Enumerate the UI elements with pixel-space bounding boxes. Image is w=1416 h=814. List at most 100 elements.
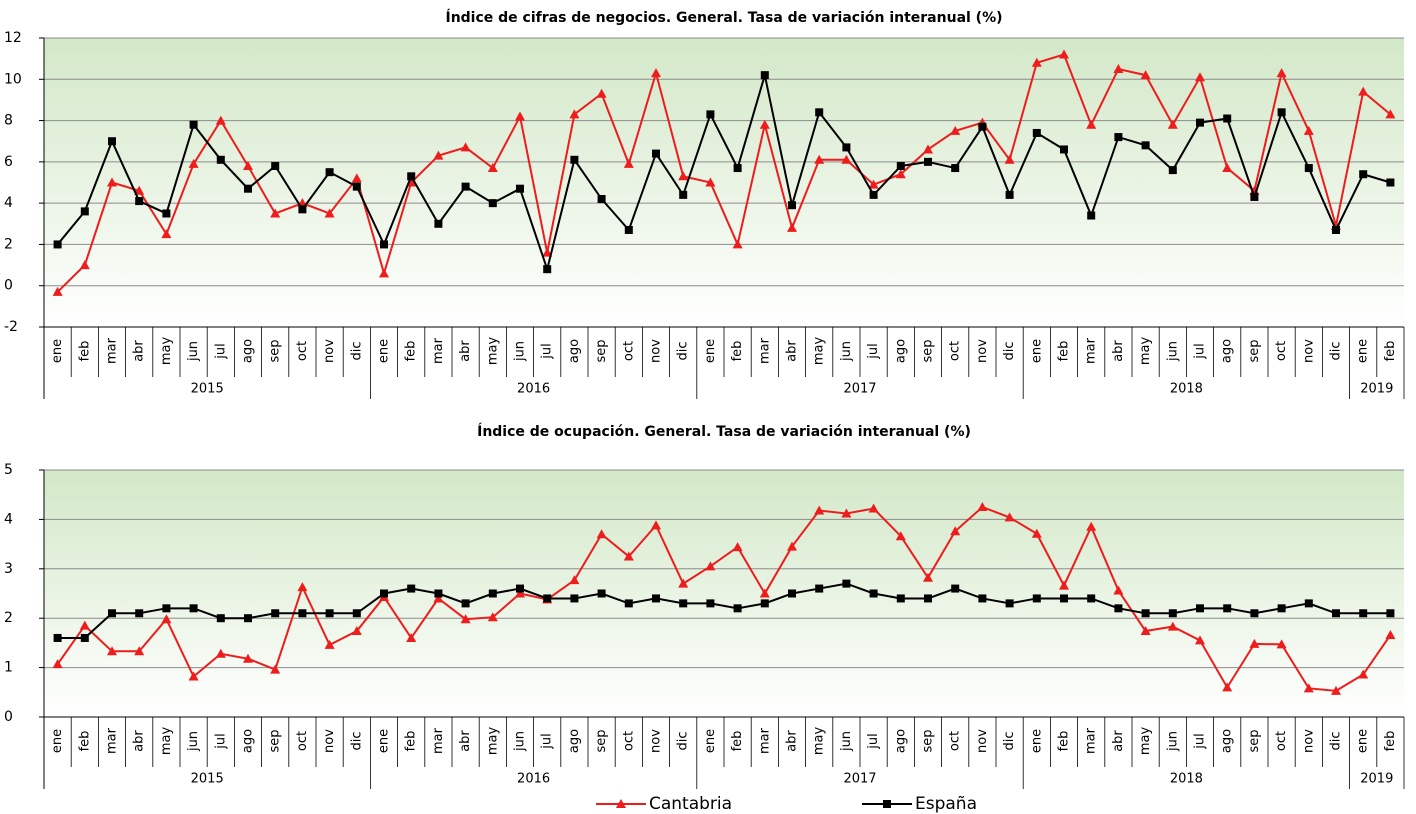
marker (1167, 621, 1178, 631)
marker (623, 551, 634, 561)
x-tick-label: dic (676, 731, 691, 750)
marker (1277, 108, 1286, 117)
marker (53, 633, 62, 642)
marker (407, 172, 416, 181)
legend-item: Cantabria (596, 794, 732, 814)
marker (1004, 154, 1015, 164)
x-tick-label: feb (404, 341, 419, 362)
marker (759, 119, 770, 129)
x-tick-label: dic (1002, 731, 1017, 750)
year-label: 2015 (191, 382, 224, 397)
x-tick-label: ene (50, 339, 65, 363)
marker (216, 155, 225, 164)
x-tick-label: sep (594, 729, 609, 752)
marker (515, 111, 525, 121)
x-tick-label: jul (213, 343, 228, 359)
x-tick-label: oct (1274, 341, 1289, 361)
y-tick-label: 1 (4, 660, 13, 676)
x-tick-label: sep (921, 729, 936, 752)
marker (162, 209, 171, 218)
marker (760, 71, 769, 80)
x-tick-label: oct (295, 731, 310, 751)
marker (243, 653, 253, 663)
year-label: 2018 (1170, 382, 1203, 397)
series-line (56, 74, 1391, 273)
marker (433, 150, 444, 160)
marker (842, 143, 851, 152)
marker (80, 633, 89, 642)
year-label: 2017 (843, 772, 876, 787)
marker (351, 173, 362, 183)
marker (380, 240, 388, 249)
marker (815, 108, 824, 117)
marker (760, 599, 769, 608)
marker (1005, 190, 1014, 199)
marker (1250, 192, 1259, 201)
x-tick-label: ene (50, 729, 65, 753)
x-tick-label: mar (757, 337, 772, 364)
x-tick-label: ago (1220, 729, 1235, 753)
marker (271, 161, 280, 170)
marker (515, 588, 525, 598)
marker (1359, 609, 1368, 618)
marker (895, 169, 906, 179)
marker (324, 639, 335, 649)
marker (616, 799, 626, 808)
marker (570, 155, 579, 164)
x-tick-label: jun (186, 731, 201, 752)
marker (1168, 166, 1177, 175)
marker (597, 195, 606, 204)
marker (733, 604, 742, 613)
x-tick-label: ago (893, 729, 908, 753)
marker (1141, 609, 1150, 618)
x-tick-label: ago (1220, 339, 1235, 363)
x-tick-label: mar (757, 727, 772, 754)
marker (1005, 599, 1014, 608)
x-tick-label: jul (540, 733, 555, 749)
x-tick-label: abr (132, 340, 147, 362)
x-tick-label: mar (105, 727, 120, 754)
x-tick-label: nov (322, 339, 337, 363)
x-tick-label: ene (377, 339, 392, 363)
marker (161, 614, 172, 624)
x-tick-label: jun (1165, 731, 1180, 752)
x-tick-label: nov (975, 729, 990, 753)
marker (1140, 626, 1151, 636)
marker (434, 219, 443, 228)
x-tick-label: abr (785, 730, 800, 752)
marker (950, 125, 961, 135)
marker (461, 182, 470, 191)
marker (652, 149, 660, 158)
marker (352, 609, 361, 618)
marker (324, 208, 335, 218)
marker (788, 201, 796, 210)
marker (1304, 164, 1313, 173)
marker (1250, 609, 1259, 618)
marker (1386, 609, 1395, 618)
marker (297, 582, 308, 592)
series-line (56, 53, 1392, 293)
marker (678, 578, 689, 588)
marker (542, 247, 553, 257)
marker (325, 168, 334, 177)
marker (623, 158, 634, 168)
x-tick-label: mar (1084, 337, 1099, 364)
x-tick-label: feb (730, 341, 745, 362)
marker (841, 154, 852, 164)
marker (706, 599, 715, 608)
year-label: 2019 (1360, 382, 1393, 397)
marker (325, 609, 334, 618)
marker (379, 268, 389, 278)
x-tick-label: mar (431, 727, 446, 754)
marker (488, 199, 497, 208)
plot-area (44, 470, 1404, 717)
x-tick-label: may (812, 337, 827, 366)
marker (705, 177, 716, 187)
marker (1222, 682, 1233, 692)
x-tick-label: dic (676, 341, 691, 360)
marker (52, 659, 63, 669)
x-tick-label: nov (1301, 729, 1316, 753)
x-tick-label: nov (649, 339, 664, 363)
legend-item: España (862, 794, 977, 814)
marker (868, 503, 879, 513)
